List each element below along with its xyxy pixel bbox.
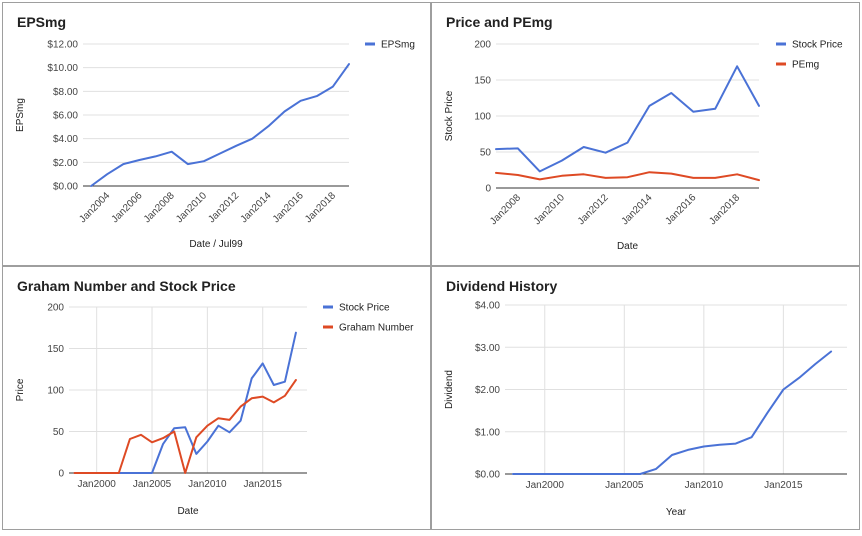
dividend-ytick-label: $0.00 — [475, 470, 500, 481]
dividend-ytick-label: $2.00 — [475, 385, 500, 396]
dividend-chart: Dividend History $0.00 $1.00 $2.00 $3.00 $4.0… — [444, 278, 847, 518]
graham-ytick-label: 200 — [47, 303, 64, 314]
graham-series-line-graham-number — [73, 379, 297, 474]
graham-x-axis-title: Date — [177, 506, 199, 517]
price-pe-legend-swatch-pemg — [776, 62, 786, 66]
graham-ytick-label: 50 — [53, 427, 65, 438]
eps-xtick-label: Jan2014 — [239, 190, 274, 225]
dividend-xtick-label: Jan2015 — [764, 480, 803, 491]
price-pe-xtick-label: Jan2018 — [707, 192, 742, 227]
dividend-xtick-label: Jan2000 — [526, 480, 565, 491]
graham-legend-label-stock-price: Stock Price — [339, 303, 390, 314]
price-pe-xtick-label: Jan2008 — [488, 192, 523, 227]
price-pe-ytick-label: 200 — [474, 40, 491, 51]
eps-xtick-label: Jan2004 — [77, 190, 112, 225]
graham-ytick-label: 150 — [47, 344, 64, 355]
graham-title: Graham Number and Stock Price — [17, 278, 236, 294]
price-pe-ytick-label: 100 — [474, 112, 491, 123]
eps-title: EPSmg — [17, 14, 66, 30]
price-pe-series-line-stock-price — [495, 65, 760, 173]
price-pe-ytick-label: 150 — [474, 76, 491, 87]
dividend-xtick-label: Jan2005 — [605, 480, 644, 491]
eps-ytick-label: $4.00 — [53, 134, 78, 145]
eps-chart-panel: EPSmg $0.00 $2.00 $4.00 $6.00 $8.00 $10.00 $12.… — [2, 2, 431, 266]
price-pe-legend-swatch-stock-price — [776, 42, 786, 46]
eps-legend-swatch-epsmg — [365, 42, 375, 46]
dividend-series-line-series — [512, 350, 833, 475]
graham-ytick-label: 100 — [47, 386, 64, 397]
dividend-title: Dividend History — [446, 278, 557, 294]
price-pe-y-axis-title: Stock Price — [444, 90, 455, 141]
dividend-xtick-label: Jan2010 — [685, 480, 724, 491]
dividend-x-axis-title: Year — [666, 507, 687, 518]
eps-ytick-label: $2.00 — [53, 158, 78, 169]
eps-xtick-label: Jan2016 — [271, 190, 306, 225]
graham-legend-swatch-graham-number — [323, 325, 333, 329]
price-pe-legend-label-pemg: PEmg — [792, 60, 819, 71]
dividend-y-axis-title: Dividend — [444, 370, 455, 409]
price-pe-x-axis-title: Date — [617, 241, 639, 252]
graham-legend-label-graham-number: Graham Number — [339, 323, 414, 334]
graham-ytick-label: 0 — [58, 469, 64, 480]
price-pe-legend-label-stock-price: Stock Price — [792, 40, 843, 51]
dividend-ytick-label: $1.00 — [475, 427, 500, 438]
dividend-ytick-label: $3.00 — [475, 343, 500, 354]
eps-ytick-label: $0.00 — [53, 182, 78, 193]
eps-xtick-label: Jan2012 — [206, 190, 241, 225]
eps-ytick-label: $8.00 — [53, 87, 78, 98]
price-pe-chart: Price and PEmg 0 50 100 150 200 Jan2008 Jan2010… — [444, 14, 843, 252]
eps-xtick-label: Jan2010 — [174, 190, 209, 225]
dividend-ytick-label: $4.00 — [475, 301, 500, 312]
price-pe-ytick-label: 0 — [485, 184, 491, 195]
eps-chart: EPSmg $0.00 $2.00 $4.00 $6.00 $8.00 $10.00 $12.… — [15, 14, 415, 250]
price-pe-title: Price and PEmg — [446, 14, 553, 30]
eps-xtick-label: Jan2008 — [142, 190, 177, 225]
price-pe-ytick-label: 50 — [480, 148, 492, 159]
price-pe-chart-panel: Price and PEmg 0 50 100 150 200 Jan2008 Jan2010… — [431, 2, 860, 266]
graham-y-axis-title: Price — [15, 378, 26, 401]
price-pe-xtick-label: Jan2010 — [532, 192, 567, 227]
eps-ytick-label: $10.00 — [47, 63, 78, 74]
graham-series-line-stock-price — [73, 331, 297, 474]
graham-xtick-label: Jan2000 — [77, 479, 116, 490]
price-pe-series-line-pemg — [495, 171, 760, 182]
eps-x-axis-title: Date / Jul99 — [189, 239, 243, 250]
graham-chart: Graham Number and Stock Price 0 50 100 150 20… — [15, 278, 414, 517]
price-pe-xtick-label: Jan2016 — [663, 192, 698, 227]
eps-y-axis-title: EPSmg — [15, 98, 26, 132]
dividend-chart-panel: Dividend History $0.00 $1.00 $2.00 $3.00 $4.0… — [431, 266, 860, 530]
graham-xtick-label: Jan2010 — [188, 479, 227, 490]
graham-chart-panel: Graham Number and Stock Price 0 50 100 150 20… — [2, 266, 431, 530]
graham-xtick-label: Jan2005 — [133, 479, 172, 490]
graham-legend-swatch-stock-price — [323, 305, 333, 309]
eps-xtick-label: Jan2006 — [110, 190, 145, 225]
eps-legend-label-epsmg: EPSmg — [381, 40, 415, 51]
eps-ytick-label: $6.00 — [53, 111, 78, 122]
eps-series-line-epsmg — [90, 63, 350, 187]
price-pe-xtick-label: Jan2014 — [620, 192, 655, 227]
graham-xtick-label: Jan2015 — [244, 479, 283, 490]
eps-ytick-label: $12.00 — [47, 40, 78, 51]
eps-xtick-label: Jan2018 — [303, 190, 338, 225]
price-pe-xtick-label: Jan2012 — [576, 192, 611, 227]
